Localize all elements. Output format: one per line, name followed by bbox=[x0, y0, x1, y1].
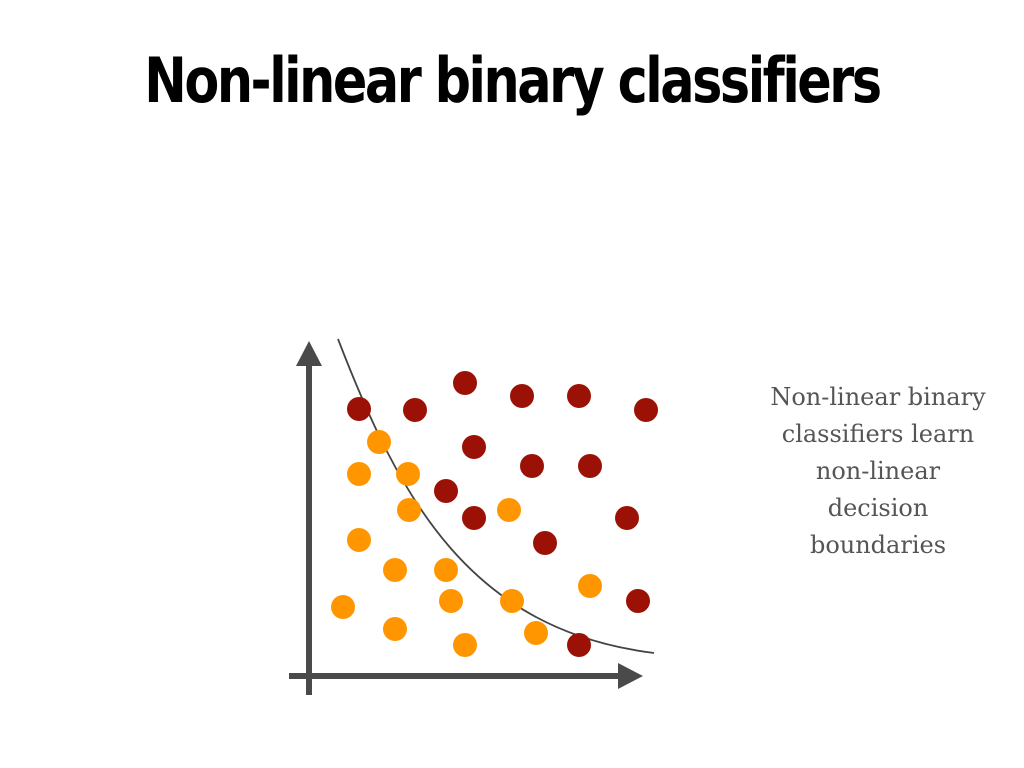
class-a-point bbox=[520, 454, 544, 478]
class-a-point bbox=[567, 384, 591, 408]
class-b-point bbox=[383, 617, 407, 641]
class-b-point bbox=[434, 558, 458, 582]
class-b-point bbox=[497, 498, 521, 522]
y-axis-arrow-icon bbox=[296, 341, 322, 366]
class-b-point bbox=[347, 528, 371, 552]
class-b-point bbox=[331, 595, 355, 619]
class-a-point bbox=[567, 633, 591, 657]
class-b-point bbox=[383, 558, 407, 582]
class-a-point bbox=[434, 479, 458, 503]
class-a-point bbox=[510, 384, 534, 408]
axes bbox=[289, 341, 643, 695]
class-a-point bbox=[347, 397, 371, 421]
scatter-points bbox=[331, 371, 658, 657]
class-b-point bbox=[439, 589, 463, 613]
class-a-point bbox=[634, 398, 658, 422]
class-b-point bbox=[500, 589, 524, 613]
class-b-point bbox=[397, 498, 421, 522]
side-caption: Non-linear binary classifiers learn non-… bbox=[770, 383, 986, 559]
decision-boundary bbox=[337, 338, 655, 654]
class-b-point bbox=[578, 574, 602, 598]
class-a-point bbox=[626, 589, 650, 613]
class-b-point bbox=[347, 462, 371, 486]
class-b-point bbox=[453, 633, 477, 657]
class-a-point bbox=[533, 531, 557, 555]
class-a-point bbox=[453, 371, 477, 395]
class-b-point bbox=[367, 430, 391, 454]
class-a-point bbox=[462, 435, 486, 459]
class-b-point bbox=[396, 462, 420, 486]
class-b-point bbox=[524, 621, 548, 645]
class-a-point bbox=[615, 506, 639, 530]
x-axis-arrow-icon bbox=[618, 663, 643, 689]
class-a-point bbox=[403, 398, 427, 422]
class-a-point bbox=[578, 454, 602, 478]
slide-title: Non-linear binary classifiers bbox=[144, 44, 882, 117]
class-a-point bbox=[462, 506, 486, 530]
